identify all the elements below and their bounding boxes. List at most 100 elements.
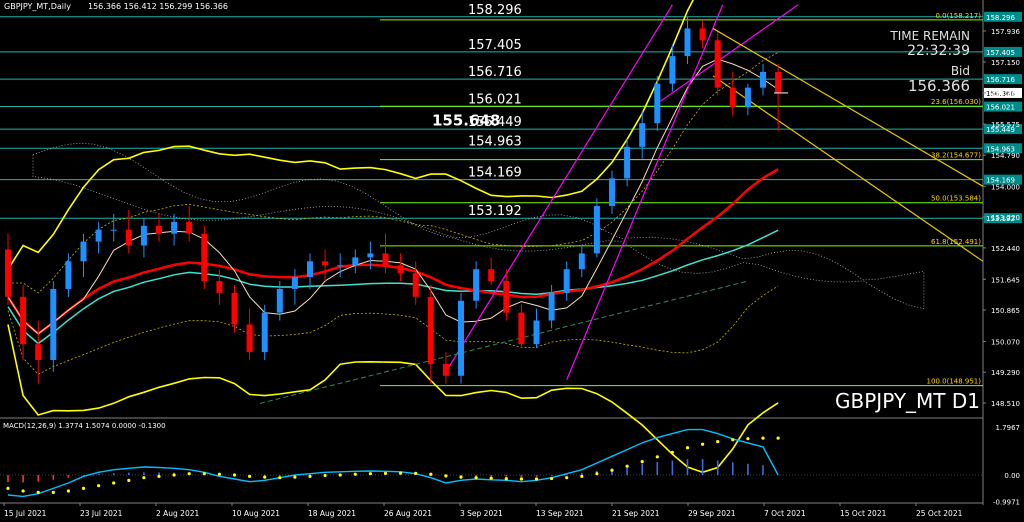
candle-body bbox=[125, 229, 132, 246]
date-tick-label: 18 Aug 2021 bbox=[308, 509, 356, 518]
macd-signal-dot bbox=[731, 438, 735, 442]
candle-body bbox=[699, 28, 706, 41]
macd-signal-dot bbox=[685, 446, 690, 450]
price-tick-label: 148.510 bbox=[991, 400, 1020, 408]
price-tick-label: 154.000 bbox=[991, 183, 1020, 191]
candle-body bbox=[307, 261, 313, 278]
candle-body bbox=[458, 300, 464, 376]
candle-body bbox=[639, 123, 646, 147]
macd-signal-dot bbox=[81, 486, 86, 490]
ma-red-line bbox=[6, 168, 779, 336]
date-tick-label: 15 Oct 2021 bbox=[840, 509, 887, 518]
price-tick-label: 157.936 bbox=[991, 28, 1020, 36]
candle-body bbox=[216, 281, 223, 293]
macd-label: MACD(12,26,9) 1.3774 1.5074 0.0000 -0.13… bbox=[3, 422, 166, 430]
macd-signal-dot bbox=[519, 477, 524, 481]
trend-line-lower bbox=[712, 75, 984, 262]
level-label: 154.169 bbox=[468, 166, 522, 181]
date-tick-label: 10 Aug 2021 bbox=[232, 509, 280, 518]
candle-body bbox=[563, 269, 570, 293]
date-tick-label: 26 Aug 2021 bbox=[384, 509, 432, 518]
bollinger-inner-lower bbox=[7, 285, 779, 375]
macd-signal-dot bbox=[414, 471, 418, 475]
candle-body bbox=[156, 225, 162, 234]
macd-signal-dot bbox=[172, 473, 176, 477]
candle-body bbox=[352, 257, 359, 266]
price-tick-label: 150.070 bbox=[991, 338, 1020, 346]
macd-main-line bbox=[7, 428, 779, 498]
trend-line-upper bbox=[712, 27, 984, 187]
date-tick-label: 2 Aug 2021 bbox=[156, 509, 199, 518]
macd-signal-dot bbox=[640, 460, 644, 464]
candle-body bbox=[593, 206, 600, 254]
indicator-overlays bbox=[6, 0, 984, 474]
macd-signal-dot bbox=[670, 450, 675, 454]
macd-signal-dot bbox=[489, 476, 493, 480]
macd-signal-dot bbox=[51, 490, 55, 494]
channel-lower-line bbox=[566, 4, 724, 380]
level-label: 153.192 bbox=[468, 204, 522, 219]
candle-body bbox=[714, 40, 721, 88]
ichimoku-cloud bbox=[32, 142, 925, 310]
candle-body bbox=[337, 265, 344, 267]
bollinger-upper bbox=[7, 0, 695, 270]
macd-signal-dot bbox=[217, 472, 221, 476]
channel-upper-line bbox=[445, 4, 673, 373]
macd-signal-dot bbox=[595, 472, 599, 476]
candle-body bbox=[35, 344, 42, 360]
macd-signal-dot bbox=[565, 476, 569, 480]
level-label: 158.296 bbox=[468, 3, 522, 18]
level-axis-tag bbox=[984, 74, 1022, 85]
macd-signal-dot bbox=[459, 475, 463, 479]
macd-signal-dot bbox=[248, 474, 252, 478]
highlight-price-label: 155.648 bbox=[432, 111, 500, 129]
level-axis-tag-text: 156.716 bbox=[986, 76, 1015, 84]
macd-signal-dot bbox=[429, 472, 433, 476]
macd-signal-dot bbox=[610, 468, 614, 472]
bid-value: 156.366 bbox=[908, 77, 970, 95]
symbol-info: GBPJPY_MT,Daily bbox=[4, 2, 71, 11]
level-axis-tag-text: 157.405 bbox=[986, 49, 1015, 57]
date-tick-label: 13 Sep 2021 bbox=[536, 509, 584, 518]
macd-signal-dot bbox=[701, 442, 705, 446]
level-axis-tag-text: 158.296 bbox=[986, 14, 1015, 22]
level-axis-tag-text: 156.021 bbox=[986, 104, 1015, 112]
candle-body bbox=[503, 281, 510, 313]
candle-body bbox=[231, 292, 238, 325]
price-tick-label: 157.150 bbox=[991, 59, 1020, 67]
fib-label: 61.8(152.491) bbox=[931, 238, 981, 246]
candle-body bbox=[442, 363, 449, 376]
level-axis-tag bbox=[984, 213, 1022, 224]
macd-signal-dot bbox=[157, 474, 161, 478]
candle-body bbox=[518, 312, 525, 345]
candle-body bbox=[654, 83, 661, 124]
date-tick-label: 21 Sep 2021 bbox=[612, 509, 660, 518]
macd-signal-dot bbox=[761, 436, 765, 440]
candle-body bbox=[729, 87, 736, 108]
fibonacci-levels: 0.0(158.217) 23.6(156.030) 38.2(154.677) 50… bbox=[380, 12, 983, 387]
time-remain-value: 22:32:39 bbox=[907, 43, 970, 59]
macd-signal-dot bbox=[474, 476, 478, 480]
level-label: 154.963 bbox=[468, 134, 522, 149]
price-tick-label: 156.366 bbox=[991, 90, 1020, 98]
candle-body bbox=[775, 71, 782, 93]
candle-body bbox=[95, 229, 102, 242]
date-tick-label: 15 Jul 2021 bbox=[4, 509, 47, 518]
macd-signal-dot bbox=[399, 471, 403, 475]
macd-signal-dot bbox=[338, 473, 342, 477]
level-label: 156.716 bbox=[468, 65, 522, 80]
date-tick-label: 29 Sep 2021 bbox=[688, 509, 736, 518]
macd-signal-dot bbox=[716, 440, 720, 444]
date-tick-label: 7 Oct 2021 bbox=[764, 509, 806, 518]
candle-body bbox=[578, 253, 585, 270]
current-price-tag bbox=[984, 87, 1022, 98]
fib-label: 23.6(156.030) bbox=[931, 98, 981, 106]
macd-signal-dot bbox=[383, 471, 388, 475]
macd-signal-dot bbox=[746, 437, 750, 441]
macd-signal-dot bbox=[142, 476, 146, 480]
candle-body bbox=[186, 221, 193, 234]
ohlc-readout: 156.366 156.412 156.299 156.366 bbox=[88, 2, 228, 11]
date-tick-label: 23 Jul 2021 bbox=[80, 509, 123, 518]
ma-fast-line bbox=[7, 58, 779, 335]
